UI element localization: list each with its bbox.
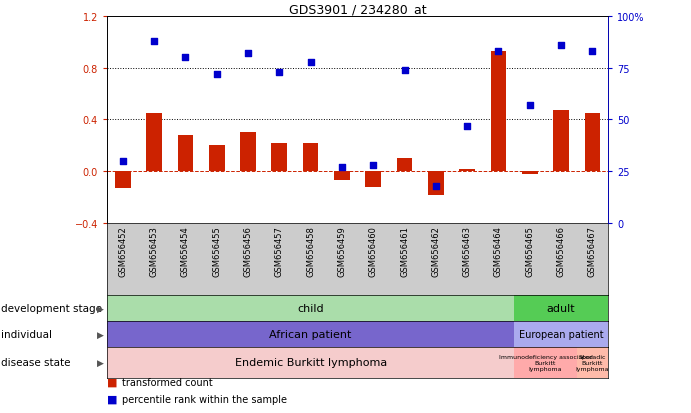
Bar (514, 347, 577, 378)
Point (430, 183, 442, 190)
Bar (428, 172, 444, 195)
Text: ▶: ▶ (97, 358, 104, 367)
Point (149, 38, 160, 45)
Point (493, 49, 504, 55)
Point (368, 162, 379, 169)
Text: GSM656454: GSM656454 (181, 225, 190, 276)
Bar (585, 114, 600, 172)
Text: GSM656453: GSM656453 (149, 225, 158, 276)
Text: ▶: ▶ (97, 330, 104, 339)
Bar (514, 321, 608, 347)
Text: African patient: African patient (269, 329, 352, 339)
Text: adult: adult (547, 304, 576, 313)
Text: GSM656459: GSM656459 (337, 225, 346, 276)
Bar (334, 172, 350, 181)
Text: Endemic Burkitt lymphoma: Endemic Burkitt lymphoma (234, 357, 387, 368)
Text: GSM656458: GSM656458 (306, 225, 315, 276)
Text: GSM656464: GSM656464 (494, 225, 503, 276)
Text: child: child (297, 304, 324, 313)
Point (462, 123, 473, 130)
Text: GSM656457: GSM656457 (275, 225, 284, 276)
Text: ■: ■ (107, 394, 117, 404)
Text: GSM656461: GSM656461 (400, 225, 409, 276)
Point (211, 71, 223, 78)
Point (399, 67, 410, 74)
Text: GSM656466: GSM656466 (557, 225, 566, 276)
Text: European patient: European patient (519, 329, 603, 339)
Bar (303, 143, 319, 172)
Bar (146, 114, 162, 172)
Bar (209, 146, 225, 172)
Text: ▶: ▶ (97, 304, 104, 313)
Bar (491, 52, 507, 172)
Point (556, 43, 567, 49)
Point (274, 69, 285, 76)
Point (524, 102, 536, 109)
Text: disease state: disease state (1, 357, 71, 368)
Point (180, 55, 191, 62)
Text: GSM656463: GSM656463 (463, 225, 472, 276)
Bar (522, 172, 538, 174)
Point (587, 49, 598, 55)
Title: GDS3901 / 234280_at: GDS3901 / 234280_at (289, 3, 426, 16)
Text: development stage: development stage (1, 304, 102, 313)
Text: transformed count: transformed count (122, 377, 213, 387)
Point (337, 164, 348, 171)
Bar (178, 135, 193, 172)
Text: GSM656467: GSM656467 (588, 225, 597, 276)
Bar (366, 172, 381, 188)
Text: Immunodeficiency associated
Burkitt
lymphoma: Immunodeficiency associated Burkitt lymp… (498, 354, 592, 371)
Bar (460, 169, 475, 172)
Point (305, 59, 316, 66)
Text: GSM656465: GSM656465 (525, 225, 534, 276)
Bar (553, 111, 569, 172)
Bar (240, 133, 256, 172)
Bar (107, 321, 514, 347)
Bar (577, 347, 608, 378)
Text: GSM656462: GSM656462 (431, 225, 440, 276)
Text: GSM656456: GSM656456 (243, 225, 252, 276)
Bar (107, 347, 514, 378)
Point (117, 158, 129, 165)
Bar (107, 296, 514, 321)
Text: GSM656460: GSM656460 (369, 225, 378, 276)
Text: individual: individual (1, 329, 53, 339)
Bar (272, 143, 287, 172)
Text: ■: ■ (107, 377, 117, 387)
Text: GSM656452: GSM656452 (118, 225, 127, 276)
Text: GSM656455: GSM656455 (212, 225, 221, 276)
Text: percentile rank within the sample: percentile rank within the sample (122, 394, 287, 404)
Bar (397, 159, 413, 172)
Bar (115, 172, 131, 189)
Text: Sporadic
Burkitt
lymphoma: Sporadic Burkitt lymphoma (576, 354, 609, 371)
Bar (514, 296, 608, 321)
Point (243, 51, 254, 57)
